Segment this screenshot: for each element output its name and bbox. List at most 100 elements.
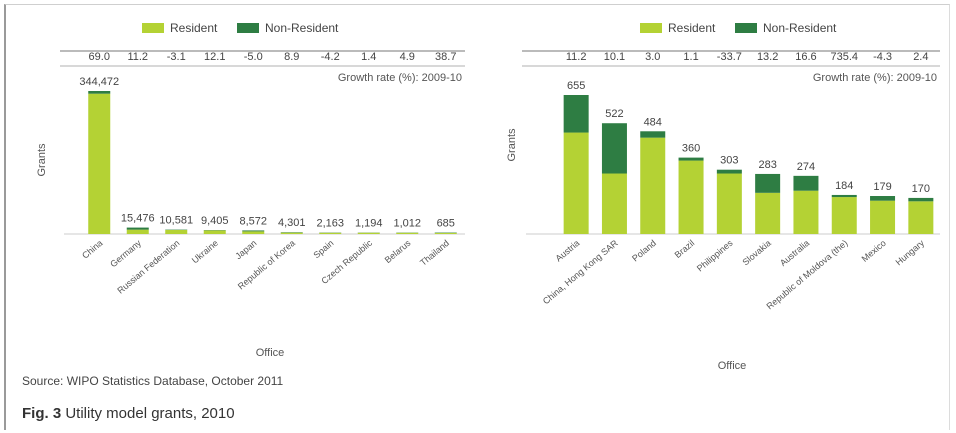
chart2-total-label: 274	[797, 161, 815, 173]
chart1-category-label: Thailand	[418, 238, 451, 268]
chart1-total-label: 685	[437, 218, 455, 230]
chart2-growth-value: 16.6	[795, 51, 816, 63]
chart2-bar-non-resident	[640, 131, 666, 138]
chart2-growth-value: 2.4	[913, 51, 928, 63]
chart2-bar-resident	[755, 192, 781, 234]
chart2-bar-resident	[870, 200, 896, 234]
chart1-total-label: 1,012	[393, 218, 421, 230]
chart1-y-axis-label: Grants	[36, 143, 48, 177]
chart1-category-label: Ukraine	[190, 238, 220, 266]
chart2-bar-resident	[678, 160, 704, 234]
chart2-bar-resident	[716, 173, 742, 234]
chart2-total-label: 179	[873, 181, 891, 193]
chart2-bar-non-resident	[678, 157, 704, 161]
chart2-bar-non-resident	[755, 173, 781, 193]
chart1-total-label: 2,163	[316, 218, 344, 230]
chart2-legend-swatch-resident	[640, 23, 662, 33]
source-note: Source: WIPO Statistics Database, Octobe…	[22, 374, 284, 388]
chart1-total-label: 10,581	[159, 215, 193, 227]
chart1-growth-value: -5.0	[244, 51, 263, 63]
chart1-growth-value: -3.1	[167, 51, 186, 63]
chart2-bar-non-resident	[908, 197, 934, 202]
chart1-bar-resident	[126, 229, 149, 234]
chart2-growth-value: -4.3	[873, 51, 892, 63]
chart2-category-label: Hungary	[894, 238, 927, 268]
chart1-legend-label-non-resident: Non-Resident	[265, 21, 339, 35]
chart1-bar-resident	[319, 232, 342, 234]
chart1-category-label: China	[80, 238, 104, 261]
chart1-growth-value: 11.2	[127, 51, 148, 63]
chart2-bar-non-resident	[563, 95, 589, 133]
chart2-growth-value: 10.1	[604, 51, 625, 63]
chart2-total-label: 184	[835, 180, 853, 192]
chart1-bar-non-resident	[88, 91, 111, 94]
chart1-total-label: 1,194	[355, 218, 383, 230]
chart2-bar-resident	[908, 201, 934, 234]
chart2-bar-non-resident	[870, 196, 896, 201]
chart2-category-label: Australia	[778, 238, 811, 268]
chart2-growth-rate-label: Growth rate (%): 2009-10	[813, 72, 937, 84]
chart2-total-label: 484	[644, 116, 662, 128]
chart1-bar-resident	[88, 93, 111, 234]
chart1-legend-swatch-resident	[142, 23, 164, 33]
chart2-bar-resident	[640, 137, 666, 234]
chart2-total-label: 170	[912, 183, 930, 195]
chart1-growth-value: 4.9	[400, 51, 415, 63]
chart2-bar-resident	[831, 197, 857, 234]
chart2-category-label: Poland	[630, 238, 658, 264]
chart2-category-label: Slovakia	[740, 238, 772, 268]
chart2-category-label: Mexico	[860, 238, 888, 264]
chart2-bar-non-resident	[716, 169, 742, 174]
chart1-growth-value: 1.4	[361, 51, 376, 63]
chart2-legend-swatch-non-resident	[735, 23, 757, 33]
chart1-total-label: 8,572	[239, 215, 267, 227]
chart1-growth-value: -4.2	[321, 51, 340, 63]
chart2-category-label: Philippines	[695, 238, 735, 274]
chart1-category-label: Germany	[108, 238, 143, 270]
chart2-total-label: 360	[682, 143, 700, 155]
chart2-total-label: 655	[567, 80, 585, 92]
figure-caption-text: Utility model grants, 2010	[61, 405, 235, 422]
chart1-legend-label-resident: Resident	[170, 21, 218, 35]
chart1-bar-non-resident	[126, 227, 149, 230]
chart1-bar-resident	[357, 232, 380, 234]
chart2-growth-value: 11.2	[566, 51, 587, 63]
chart1-x-axis-label: Office	[256, 347, 285, 359]
chart1-category-label: Spain	[311, 238, 335, 260]
chart2-total-label: 522	[605, 108, 623, 120]
figure-caption-label: Fig. 3	[22, 405, 62, 422]
chart1-bar-resident	[203, 230, 226, 234]
chart1-total-label: 4,301	[278, 217, 306, 229]
figure-frame	[4, 4, 950, 430]
chart2-category-label: Brazil	[673, 238, 697, 260]
chart1-total-label: 9,405	[201, 215, 229, 227]
chart2-bar-non-resident	[831, 194, 857, 198]
chart1-growth-value: 8.9	[284, 51, 299, 63]
chart2-growth-value: 13.2	[757, 51, 778, 63]
chart1-total-label: 15,476	[121, 213, 155, 225]
chart2-growth-value: 3.0	[645, 51, 660, 63]
chart2-bar-resident	[793, 190, 819, 234]
chart2-bar-non-resident	[793, 175, 819, 191]
chart1-growth-value: 69.0	[89, 51, 110, 63]
chart1-category-label: Japan	[233, 238, 258, 261]
chart2-bar-resident	[563, 132, 589, 234]
chart1-total-label: 344,472	[79, 76, 119, 88]
chart1-bar-non-resident	[242, 230, 265, 232]
chart1-legend-swatch-non-resident	[237, 23, 259, 33]
chart2-legend-label-resident: Resident	[668, 21, 716, 35]
chart2-y-axis-label: Grants	[506, 128, 518, 162]
chart2-category-label: Austria	[554, 238, 582, 264]
chart1-bar-resident	[396, 232, 419, 234]
chart2-total-label: 283	[758, 159, 776, 171]
chart2-total-label: 303	[720, 155, 738, 167]
chart2-legend-label-non-resident: Non-Resident	[763, 21, 837, 35]
chart1-growth-value: 12.1	[204, 51, 225, 63]
chart2-bar-non-resident	[601, 123, 627, 174]
chart2-category-label: China, Hong Kong SAR	[541, 238, 620, 307]
chart1-bar-resident	[280, 232, 303, 234]
figure-caption: Fig. 3 Utility model grants, 2010	[22, 405, 235, 422]
chart2-growth-value: -33.7	[717, 51, 742, 63]
chart2-bar-resident	[601, 173, 627, 234]
